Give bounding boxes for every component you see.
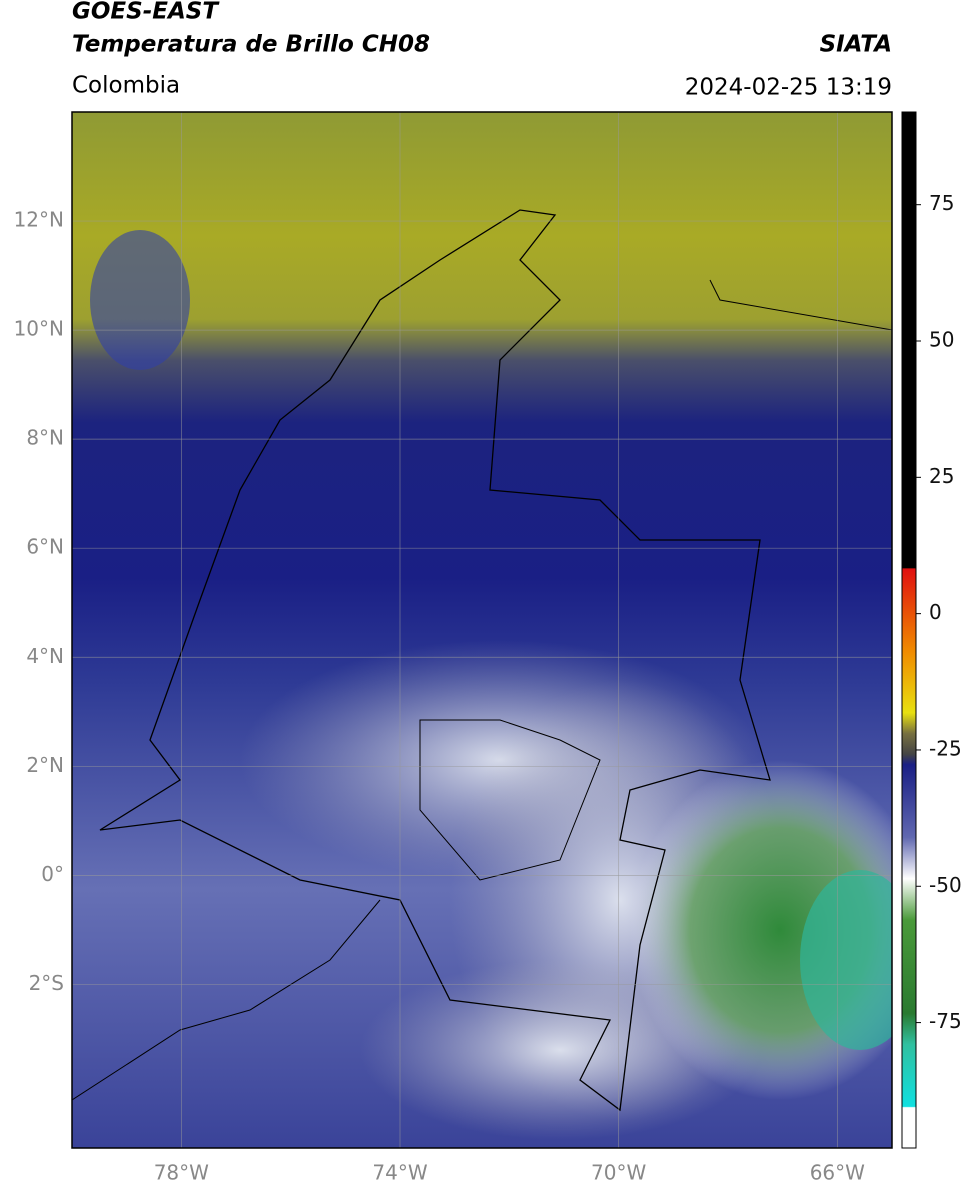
- lon-label: 70°W: [591, 1161, 646, 1185]
- lon-label: 78°W: [154, 1161, 209, 1185]
- colorbar-label: 25: [929, 464, 954, 488]
- colorbar-label: 75: [929, 191, 954, 215]
- colorbar-label: -25: [929, 736, 962, 760]
- title: GOES-EAST: [72, 0, 220, 25]
- map-frame: [71, 111, 893, 1149]
- lat-label: 8°N: [26, 426, 64, 450]
- lat-label: 2°S: [29, 971, 64, 995]
- lat-label: 10°N: [14, 317, 64, 341]
- lat-label: 0°: [41, 862, 64, 886]
- lat-label: 12°N: [14, 208, 64, 232]
- colorbar-label: -75: [929, 1009, 962, 1033]
- colorbar: [901, 111, 917, 1149]
- colorbar-label: 0: [929, 600, 942, 624]
- lon-label: 66°W: [810, 1161, 865, 1185]
- lat-label: 4°N: [26, 644, 64, 668]
- datetime: 2024-02-25 13:19: [685, 75, 892, 101]
- source: SIATA: [820, 32, 892, 58]
- subtitle: Temperatura de Brillo CH08: [72, 32, 430, 58]
- colorbar-label: 50: [929, 328, 954, 352]
- lat-label: 6°N: [26, 535, 64, 559]
- lat-label: 2°N: [26, 753, 64, 777]
- region: Colombia: [72, 73, 180, 99]
- satellite-image: [72, 112, 892, 1148]
- lon-label: 74°W: [372, 1161, 427, 1185]
- colorbar-label: -50: [929, 873, 962, 897]
